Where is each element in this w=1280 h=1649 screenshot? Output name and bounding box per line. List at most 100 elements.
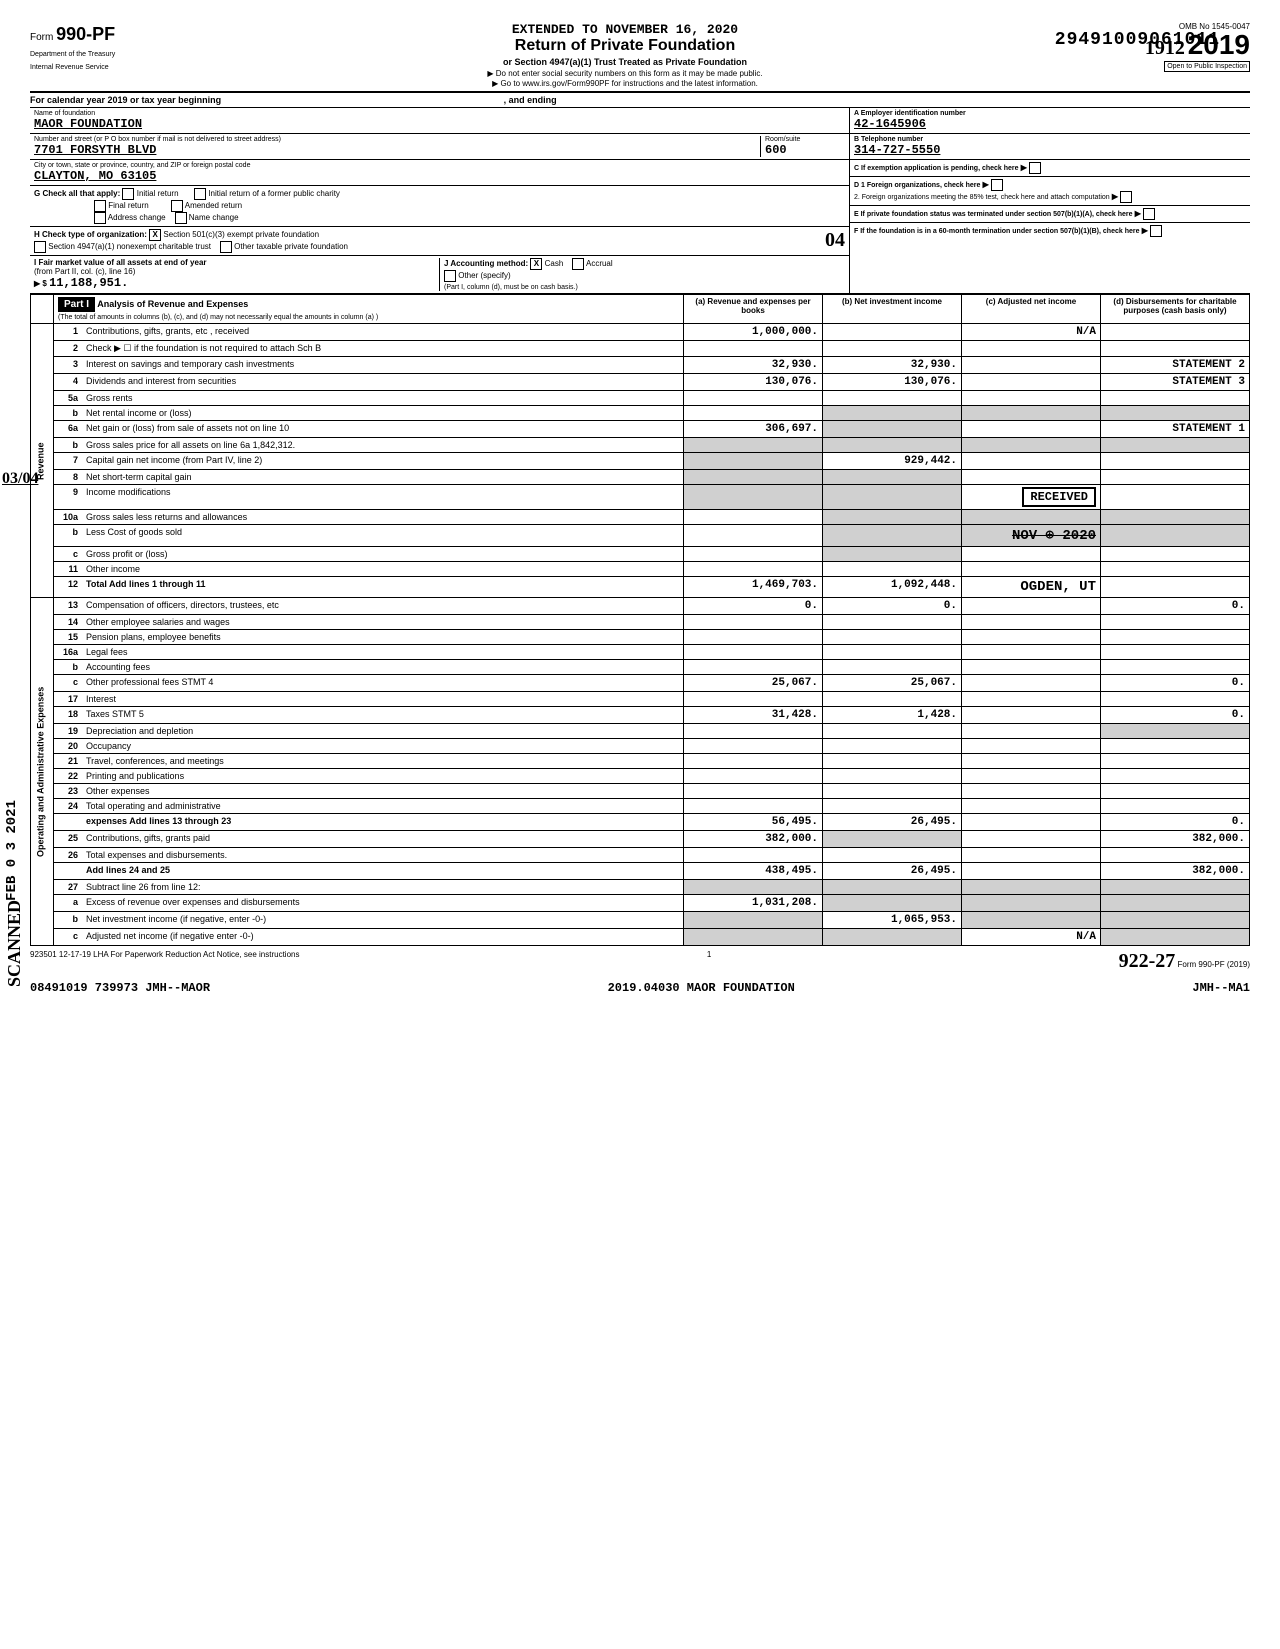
- amount-cell-a: [684, 784, 823, 799]
- 501c3-checkbox[interactable]: [149, 229, 161, 241]
- footer-row: 923501 12-17-19 LHA For Paperwork Reduct…: [30, 946, 1250, 977]
- initial-former-checkbox[interactable]: [194, 188, 206, 200]
- table-row: bLess Cost of goods soldNOV ⊕ 2020: [31, 525, 1250, 547]
- table-row: 12Total Add lines 1 through 111,469,703.…: [31, 577, 1250, 598]
- form-ref: Form 990-PF (2019): [1178, 960, 1250, 969]
- g-label: G Check all that apply:: [34, 189, 120, 198]
- table-row: bGross sales price for all assets on lin…: [31, 438, 1250, 453]
- other-method-label: Other (specify): [458, 271, 510, 280]
- part1-title: Analysis of Revenue and Expenses: [97, 299, 248, 309]
- amount-cell-d: [1101, 929, 1250, 946]
- line-number: c: [54, 547, 83, 562]
- address-change-checkbox[interactable]: [94, 212, 106, 224]
- d1-checkbox[interactable]: [991, 179, 1003, 191]
- amount-cell-b: 26,495.: [823, 863, 962, 880]
- amount-cell-c: [962, 470, 1101, 485]
- ein-label: A Employer identification number: [854, 110, 1246, 117]
- footer-right: JMH--MA1: [1192, 981, 1250, 995]
- amount-cell-c: [962, 421, 1101, 438]
- amount-cell-b: [823, 645, 962, 660]
- extended-to: EXTENDED TO NOVEMBER 16, 2020: [190, 22, 1060, 37]
- amount-cell-b: [823, 895, 962, 912]
- amount-cell-b: [823, 630, 962, 645]
- amount-cell-a: [684, 615, 823, 630]
- table-row: cGross profit or (loss): [31, 547, 1250, 562]
- cash-checkbox[interactable]: [530, 258, 542, 270]
- amount-cell-b: 25,067.: [823, 675, 962, 692]
- amount-cell-b: [823, 562, 962, 577]
- amount-cell-c: N/A: [962, 324, 1101, 341]
- line-number: [54, 863, 83, 880]
- table-row: 19Depreciation and depletion: [31, 724, 1250, 739]
- line-number: 27: [54, 880, 83, 895]
- amount-cell-c: [962, 438, 1101, 453]
- amount-cell-a: 0.: [684, 598, 823, 615]
- line-number: 15: [54, 630, 83, 645]
- table-row: 14Other employee salaries and wages: [31, 615, 1250, 630]
- amount-cell-d: [1101, 562, 1250, 577]
- d2-checkbox[interactable]: [1120, 191, 1132, 203]
- amount-cell-c: [962, 848, 1101, 863]
- final-return-checkbox[interactable]: [94, 200, 106, 212]
- room-suite: 600: [765, 143, 845, 157]
- amount-cell-b: [823, 525, 962, 547]
- table-row: 16aLegal fees: [31, 645, 1250, 660]
- ssn-warning: ▶ Do not enter social security numbers o…: [190, 69, 1060, 78]
- f-checkbox[interactable]: [1150, 225, 1162, 237]
- amount-cell-c: [962, 453, 1101, 470]
- line-number: [54, 814, 83, 831]
- line-number: 24: [54, 799, 83, 814]
- table-row: 3Interest on savings and temporary cash …: [31, 357, 1250, 374]
- line-number: 17: [54, 692, 83, 707]
- title-box: EXTENDED TO NOVEMBER 16, 2020 Return of …: [180, 20, 1070, 91]
- accrual-checkbox[interactable]: [572, 258, 584, 270]
- table-row: 20Occupancy: [31, 739, 1250, 754]
- amount-cell-b: [823, 754, 962, 769]
- c-checkbox[interactable]: [1029, 162, 1041, 174]
- amended-return-checkbox[interactable]: [171, 200, 183, 212]
- line-number: 18: [54, 707, 83, 724]
- line-number: 6a: [54, 421, 83, 438]
- col-c-header: (c) Adjusted net income: [962, 295, 1101, 324]
- amount-cell-b: [823, 784, 962, 799]
- j-note: (Part I, column (d), must be on cash bas…: [444, 284, 578, 291]
- goto-url: ▶ Go to www.irs.gov/Form990PF for instru…: [190, 79, 1060, 88]
- h-handwritten: 04: [825, 229, 845, 252]
- line-number: 5a: [54, 391, 83, 406]
- amount-cell-d: [1101, 525, 1250, 547]
- line-description: Other income: [82, 562, 684, 577]
- amount-cell-c: [962, 645, 1101, 660]
- amount-cell-b: [823, 739, 962, 754]
- open-public-label: Open to Public Inspection: [1164, 61, 1250, 72]
- room-label: Room/suite: [765, 136, 845, 143]
- amount-cell-b: 0.: [823, 598, 962, 615]
- amount-cell-d: 382,000.: [1101, 863, 1250, 880]
- other-method-checkbox[interactable]: [444, 270, 456, 282]
- amount-cell-a: 306,697.: [684, 421, 823, 438]
- initial-return-checkbox[interactable]: [122, 188, 134, 200]
- line-description: Gross rents: [82, 391, 684, 406]
- line-number: 26: [54, 848, 83, 863]
- amount-cell-c: [962, 374, 1101, 391]
- amount-cell-a: [684, 470, 823, 485]
- table-row: 21Travel, conferences, and meetings: [31, 754, 1250, 769]
- line-number: 12: [54, 577, 83, 598]
- 4947-checkbox[interactable]: [34, 241, 46, 253]
- table-row: 8Net short-term capital gain: [31, 470, 1250, 485]
- part1-note: (The total of amounts in columns (b), (c…: [58, 314, 378, 321]
- line-number: 23: [54, 784, 83, 799]
- street-address: 7701 FORSYTH BLVD: [34, 143, 760, 157]
- name-change-label: Name change: [189, 213, 239, 222]
- amount-cell-c: OGDEN, UT: [962, 577, 1101, 598]
- other-taxable-checkbox[interactable]: [220, 241, 232, 253]
- part1-table: Part I Analysis of Revenue and Expenses …: [30, 294, 1250, 946]
- e-checkbox[interactable]: [1143, 208, 1155, 220]
- name-change-checkbox[interactable]: [175, 212, 187, 224]
- amount-cell-a: 1,031,208.: [684, 895, 823, 912]
- amount-cell-d: [1101, 406, 1250, 421]
- line-description: Occupancy: [82, 739, 684, 754]
- line-description: Subtract line 26 from line 12:: [82, 880, 684, 895]
- col-a-header: (a) Revenue and expenses per books: [684, 295, 823, 324]
- amount-cell-c: [962, 769, 1101, 784]
- scanned-stamp: SCANNED: [4, 900, 25, 987]
